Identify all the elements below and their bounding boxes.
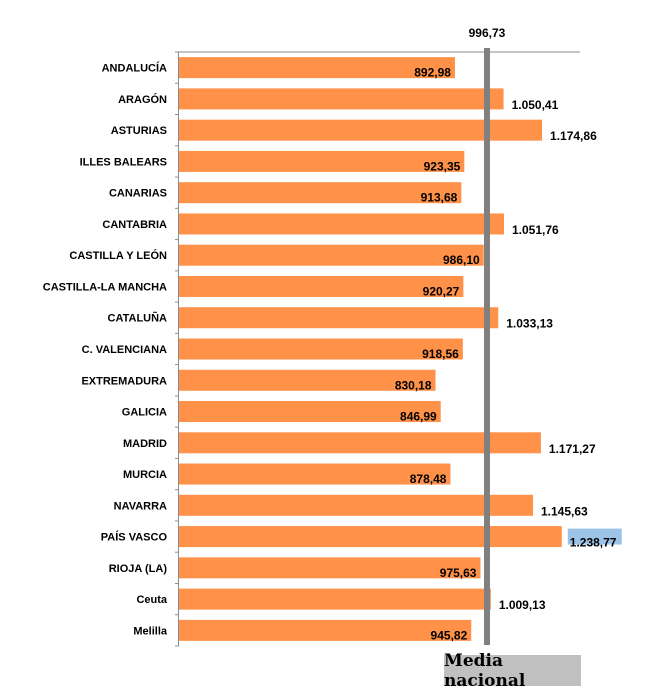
- value-label: 923,35: [424, 159, 461, 173]
- category-label: ANDALUCÍA: [102, 62, 167, 75]
- bar: [179, 244, 484, 266]
- bar: [179, 275, 464, 297]
- bar: [179, 182, 462, 204]
- bar: [179, 369, 436, 391]
- bar: [179, 463, 451, 485]
- value-label: 1.050,41: [512, 98, 559, 112]
- bar: [179, 619, 472, 641]
- category-label: CANARIAS: [109, 188, 167, 200]
- category-label: ILLES BALEARS: [80, 156, 167, 168]
- category-label: ARAGÓN: [118, 93, 167, 106]
- category-label: EXTREMADURA: [81, 375, 167, 387]
- category-label: RIOJA (LA): [109, 563, 168, 575]
- value-label: 1.238,77: [570, 536, 617, 550]
- category-label: MURCIA: [123, 469, 167, 481]
- bar: [179, 88, 504, 110]
- value-label: 1.009,13: [499, 598, 546, 612]
- category-label: MADRID: [123, 438, 167, 450]
- value-label: 945,82: [431, 628, 468, 642]
- category-label: C. VALENCIANA: [82, 344, 167, 356]
- bar: [179, 494, 533, 516]
- value-label: 1.145,63: [541, 504, 588, 518]
- value-label: 892,98: [414, 66, 451, 80]
- bar: [179, 307, 499, 329]
- bar: [179, 213, 504, 235]
- bar: [179, 119, 543, 141]
- highlight-box: [567, 528, 622, 545]
- bar: [179, 338, 463, 360]
- value-label: 1.171,27: [549, 442, 596, 456]
- bar: [179, 432, 541, 454]
- category-label: NAVARRA: [114, 500, 167, 512]
- category-label: CANTABRIA: [102, 219, 167, 231]
- category-label: Ceuta: [136, 594, 167, 606]
- bar: [179, 57, 455, 79]
- category-label: CASTILLA Y LEÓN: [69, 249, 167, 262]
- value-label: 878,48: [410, 472, 447, 486]
- value-label: 1.051,76: [512, 223, 559, 237]
- category-label: CASTILLA-LA MANCHA: [43, 281, 167, 293]
- category-label: ASTURIAS: [111, 125, 167, 137]
- bar: [179, 150, 465, 172]
- value-label: 913,68: [421, 191, 458, 205]
- category-label: PAÍS VASCO: [101, 531, 168, 544]
- bar: [179, 526, 562, 548]
- value-label: 1.174,86: [550, 129, 597, 143]
- mean-line: [483, 48, 490, 645]
- value-label: 975,63: [440, 566, 477, 580]
- mean-label: 996,73: [469, 26, 506, 40]
- value-label: 830,18: [395, 378, 432, 392]
- bar: [179, 557, 481, 579]
- category-label: GALICIA: [122, 407, 167, 419]
- bar: [179, 588, 491, 610]
- value-label: 986,10: [443, 253, 480, 267]
- bar: [179, 401, 441, 423]
- value-label: 1.033,13: [506, 317, 553, 331]
- category-label: Melilla: [133, 625, 168, 637]
- value-label: 920,27: [423, 284, 460, 298]
- value-label: 918,56: [422, 347, 459, 361]
- value-label: 846,99: [400, 410, 437, 424]
- category-label: CATALUÑA: [108, 312, 168, 325]
- legend-media-nacional: Media nacional: [444, 651, 581, 691]
